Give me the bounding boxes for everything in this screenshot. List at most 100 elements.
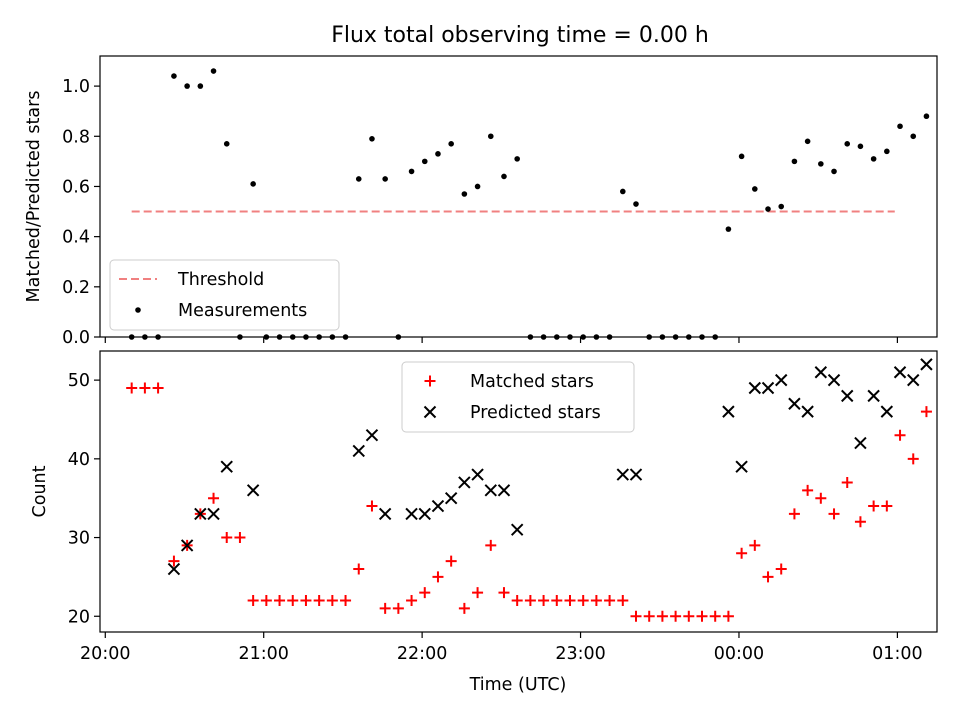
- matched-star-point: [894, 429, 906, 441]
- x-tick-label: 23:00: [555, 644, 605, 664]
- matched-star-point: [168, 555, 180, 567]
- measurement-point: [461, 191, 468, 197]
- measurement-point: [725, 226, 732, 232]
- matched-star-point: [643, 610, 655, 622]
- predicted-star-point: [867, 389, 880, 403]
- predicted-star-point: [510, 523, 524, 536]
- matched-star-point: [617, 595, 629, 607]
- predicted-star-point: [907, 373, 920, 387]
- legend-label: Predicted stars: [470, 403, 601, 423]
- matched-star-point: [340, 595, 352, 607]
- predicted-star-point: [484, 484, 497, 497]
- matched-star-point: [472, 587, 484, 599]
- measurement-point: [197, 83, 204, 89]
- predicted-star-point: [735, 460, 748, 473]
- predicted-star-point: [207, 507, 220, 521]
- predicted-star-point: [814, 366, 828, 379]
- matched-star-point: [920, 406, 932, 418]
- matched-star-point: [152, 382, 164, 394]
- top-panel: 0.0 0.2 0.4 0.6 0.8 1.0 Matched/Predicted star…: [24, 55, 938, 348]
- legend-measurement-swatch: [135, 307, 141, 313]
- matched-star-point: [868, 500, 880, 512]
- bottom-y-axis-label: Count: [30, 465, 50, 517]
- measurement-point: [910, 133, 917, 140]
- measurement-point: [831, 168, 837, 175]
- measurement-point: [382, 176, 388, 182]
- measurement-point: [765, 206, 771, 212]
- measurement-point: [501, 173, 507, 180]
- matched-star-point: [551, 595, 563, 607]
- matched-star-point: [221, 532, 233, 544]
- matched-star-point: [208, 492, 220, 504]
- matched-star-point: [274, 595, 286, 607]
- matched-star-point: [722, 610, 734, 622]
- measurement-point: [818, 161, 824, 167]
- x-tick-label: 22:00: [397, 644, 447, 664]
- matched-star-point: [604, 595, 616, 607]
- matched-star-point: [247, 595, 259, 607]
- matched-star-point: [709, 610, 721, 622]
- predicted-star-point: [722, 405, 735, 418]
- measurement-point: [408, 168, 415, 175]
- measurement-point: [778, 203, 785, 210]
- predicted-star-point: [405, 507, 418, 521]
- legend-label: Measurements: [178, 301, 307, 321]
- predicted-star-point: [748, 381, 762, 395]
- measurement-point: [738, 153, 745, 160]
- top-y-tick-label: 0.4: [62, 228, 90, 248]
- measurement-point: [633, 201, 639, 207]
- matched-star-point: [736, 547, 748, 559]
- matched-star-point: [498, 587, 510, 599]
- predicted-star-point: [458, 476, 471, 489]
- predicted-star-point: [167, 562, 181, 576]
- measurement-point: [487, 133, 494, 140]
- measurement-point: [619, 188, 626, 195]
- matched-star-point: [126, 382, 138, 394]
- predicted-star-point: [616, 468, 630, 481]
- top-legend: [109, 259, 340, 331]
- matched-star-point: [881, 500, 893, 512]
- top-y-axis-label: Matched/Predicted stars: [24, 91, 44, 303]
- matched-star-point: [300, 595, 312, 607]
- matched-star-point: [670, 610, 682, 622]
- matched-star-point: [762, 571, 774, 583]
- matched-star-point: [458, 602, 470, 614]
- legend-predicted-swatch: [423, 405, 437, 419]
- measurement-point: [223, 141, 230, 147]
- matched-star-point: [524, 595, 536, 607]
- matched-star-point: [538, 595, 550, 607]
- predicted-star-point: [194, 507, 207, 521]
- matched-star-point: [656, 610, 668, 622]
- top-y-tick-label: 0.2: [62, 278, 90, 298]
- predicted-star-point: [180, 539, 194, 552]
- matched-star-point: [815, 492, 827, 504]
- top-y-tick-label: 1.0: [62, 77, 90, 97]
- bottom-legend: [401, 361, 635, 433]
- matched-star-point: [590, 595, 602, 607]
- measurement-point: [804, 138, 811, 145]
- matched-star-point: [511, 595, 523, 607]
- bottom-y-tick-label: 40: [68, 450, 90, 470]
- matched-star-point: [854, 516, 866, 528]
- top-y-tick-label: 0.8: [62, 127, 90, 147]
- legend-label: Matched stars: [470, 372, 594, 392]
- matched-star-point: [353, 563, 365, 575]
- matched-star-point: [564, 595, 576, 607]
- predicted-star-point: [893, 366, 907, 379]
- matched-star-point: [828, 508, 840, 520]
- x-axis-label: Time (UTC): [469, 675, 567, 695]
- measurement-point: [884, 148, 890, 155]
- matched-star-point: [907, 453, 919, 465]
- matched-star-point: [392, 602, 404, 614]
- matched-star-point: [485, 539, 497, 551]
- matched-star-point: [630, 610, 642, 622]
- bottom-panel: 20 30 40 50 20:00 21:00 22:00 23:00 00:00 01:00 Co…: [30, 350, 938, 664]
- predicted-star-point: [788, 397, 801, 410]
- measurement-point: [791, 158, 798, 165]
- measurement-point: [857, 143, 864, 150]
- predicted-star-point: [246, 484, 260, 497]
- x-tick-label: 20:00: [80, 644, 130, 664]
- x-tick-label: 01:00: [872, 644, 922, 664]
